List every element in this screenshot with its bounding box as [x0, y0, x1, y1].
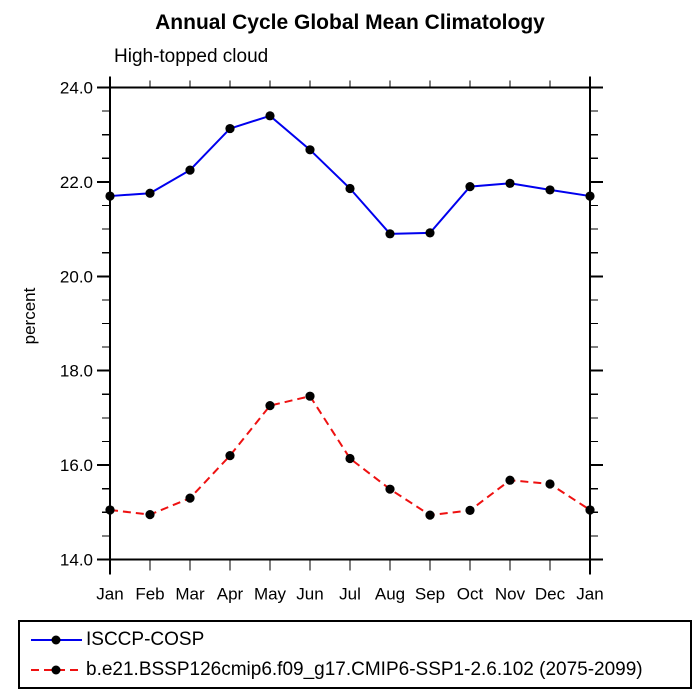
legend-row-isccp: ISCCP-COSP [26, 625, 690, 655]
x-tick-label: Aug [375, 585, 405, 604]
series-marker-1 [105, 505, 115, 515]
series-marker-1 [385, 484, 395, 494]
series-marker-0 [385, 229, 395, 239]
series-marker-1 [585, 505, 595, 515]
legend-label-model: b.e21.BSSP126cmip6.f09_g17.CMIP6-SSP1-2.… [86, 658, 643, 680]
series-marker-1 [265, 401, 275, 411]
series-line-0 [109, 114, 591, 235]
x-tick-label: Dec [535, 585, 566, 604]
x-tick-label: Nov [495, 585, 526, 604]
x-tick-label: Sep [415, 585, 445, 604]
series-marker-1 [225, 451, 235, 461]
x-tick-label: Mar [175, 585, 205, 604]
series-marker-0 [265, 111, 275, 121]
series-marker-1 [305, 391, 315, 401]
y-tick-label: 16.0 [60, 456, 93, 475]
series-marker-0 [185, 165, 195, 175]
legend-box: ISCCP-COSP b.e21.BSSP126cmip6.f09_g17.CM… [18, 620, 692, 689]
series-marker-1 [505, 475, 515, 485]
legend-row-model: b.e21.BSSP126cmip6.f09_g17.CMIP6-SSP1-2.… [26, 655, 690, 685]
x-tick-label: Jul [339, 585, 361, 604]
series-marker-1 [425, 510, 435, 520]
legend-sample-line-dashed [31, 665, 82, 674]
series-marker-1 [345, 453, 355, 464]
series-marker-1 [185, 493, 195, 503]
y-tick-label: 14.0 [60, 551, 93, 570]
series-marker-0 [145, 188, 155, 198]
plot-box [109, 86, 591, 561]
series-marker-0 [105, 191, 115, 201]
y-tick-label: 24.0 [60, 79, 93, 98]
chart-title: Annual Cycle Global Mean Climatology [155, 11, 545, 34]
series-marker-1 [545, 479, 555, 489]
legend-sample-line-solid [31, 635, 82, 644]
x-tick-label: Oct [457, 585, 484, 604]
series-marker-1 [145, 510, 155, 520]
y-tick-label: 18.0 [60, 362, 93, 381]
series-marker-1 [465, 505, 475, 516]
x-tick-label: Feb [135, 585, 164, 604]
x-tick-label: Jan [576, 585, 603, 604]
series-marker-0 [345, 183, 355, 194]
x-tick-label: May [254, 585, 287, 604]
series-marker-0 [465, 182, 475, 192]
chart-subtitle: High-topped cloud [114, 46, 269, 67]
series-marker-0 [425, 228, 435, 238]
series-marker-0 [545, 185, 555, 195]
x-tick-label: Apr [217, 585, 244, 604]
x-tick-label: Jan [96, 585, 123, 604]
legend-label-isccp: ISCCP-COSP [86, 628, 205, 650]
series-marker-0 [305, 145, 315, 155]
series-marker-0 [585, 191, 595, 201]
x-tick-label: Jun [296, 585, 323, 604]
y-tick-label: 22.0 [60, 173, 93, 192]
series-marker-0 [225, 123, 235, 134]
y-tick-label: 20.0 [60, 267, 93, 286]
series-marker-0 [505, 178, 515, 188]
